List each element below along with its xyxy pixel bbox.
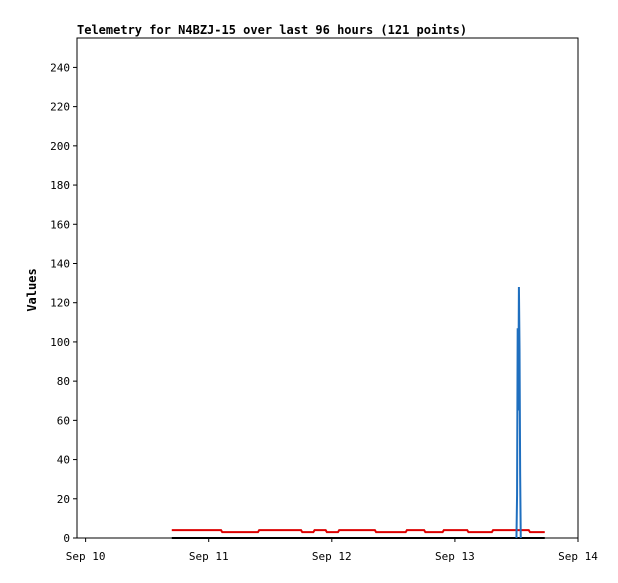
y-tick-label: 200 [50,140,70,153]
y-tick-label: 160 [50,218,70,231]
y-tick-label: 220 [50,101,70,114]
y-tick-label: 0 [63,532,70,545]
y-tick-label: 120 [50,297,70,310]
x-tick-label: Sep 12 [312,550,352,563]
x-tick-label: Sep 13 [435,550,475,563]
y-tick-label: 80 [57,375,70,388]
y-tick-label: 20 [57,493,70,506]
series-line [171,529,545,534]
x-tick-label: Sep 10 [66,550,106,563]
x-tick-label: Sep 14 [558,550,598,563]
y-tick-label: 60 [57,414,70,427]
chart-title: Telemetry for N4BZJ-15 over last 96 hour… [77,23,467,37]
x-tick-label: Sep 11 [189,550,229,563]
y-tick-label: 180 [50,179,70,192]
y-tick-label: 240 [50,61,70,74]
series-line [515,287,522,539]
y-tick-label: 140 [50,257,70,270]
y-axis-label: Values [25,268,39,311]
y-tick-label: 40 [57,454,70,467]
y-tick-label: 100 [50,336,70,349]
